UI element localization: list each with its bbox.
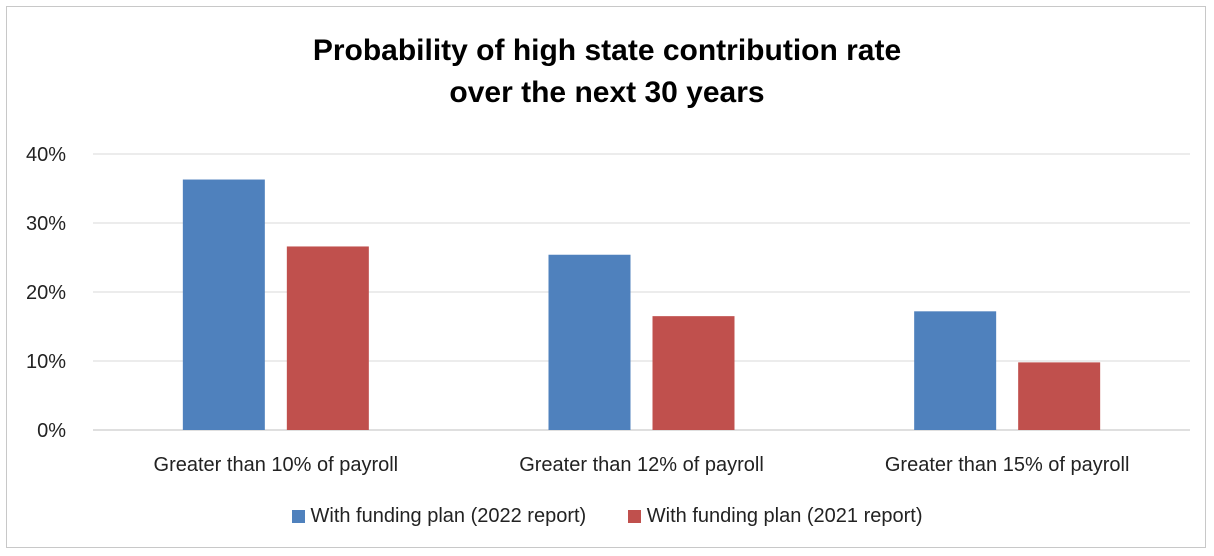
legend: With funding plan (2022 report) With fun… <box>0 505 1214 529</box>
legend-label-2022: With funding plan (2022 report) <box>310 505 587 527</box>
bar-2022 <box>182 179 265 430</box>
x-tick-label: Greater than 12% of payroll <box>519 454 764 476</box>
legend-label-2021: With funding plan (2021 report) <box>646 505 923 527</box>
y-tick-label: 30% <box>26 213 66 235</box>
y-tick-label: 20% <box>26 282 66 304</box>
chart-title: Probability of high state contribution r… <box>0 30 1214 114</box>
legend-swatch-2021 <box>627 510 641 523</box>
bar-2021 <box>1018 362 1101 430</box>
bar-chart: 0% 10% 20% 30% 40% Greater than 10% of payrol… <box>26 144 1190 476</box>
bar-2021 <box>652 316 735 430</box>
bar-2021 <box>286 246 369 430</box>
x-tick-label: Greater than 15% of payroll <box>885 454 1130 476</box>
legend-item-2021: With funding plan (2021 report) <box>627 505 923 528</box>
chart-title-line-2: over the next 30 years <box>449 76 765 109</box>
x-tick-label: Greater than 10% of payroll <box>154 454 399 476</box>
legend-swatch-2022 <box>291 510 305 523</box>
y-tick-label: 10% <box>26 351 66 373</box>
y-tick-label: 40% <box>26 144 66 166</box>
y-tick-label: 0% <box>37 420 66 442</box>
legend-item-2022: With funding plan (2022 report) <box>291 505 587 528</box>
bar-2022 <box>548 254 631 430</box>
chart-title-line-1: Probability of high state contribution r… <box>312 34 902 67</box>
bar-2022 <box>914 311 997 430</box>
